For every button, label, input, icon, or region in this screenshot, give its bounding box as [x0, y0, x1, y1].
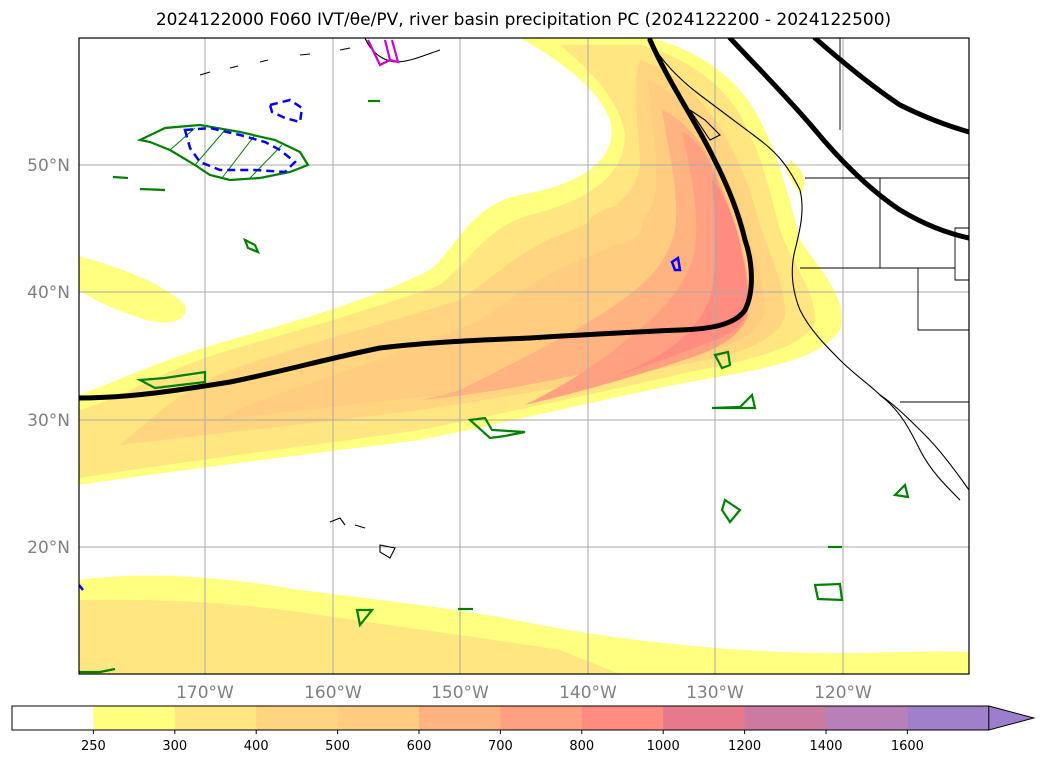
pv-contour-small-9 — [892, 482, 910, 499]
colorbar-tick-label: 1200 — [728, 739, 761, 754]
colorbar-tick-label: 500 — [325, 739, 350, 754]
chart-title: 2024122000 F060 IVT/θe/PV, river basin p… — [155, 10, 892, 30]
ivt-west-patch — [79, 256, 186, 323]
colorbar-segment-10 — [826, 706, 908, 730]
theta-e-contour-north — [727, 38, 969, 241]
ivt-coast-patch — [785, 160, 805, 195]
lon-label-150w: 150°W — [431, 683, 489, 703]
lon-label-120w: 120°W — [814, 683, 872, 703]
theta-e-contours — [79, 38, 969, 401]
pv-contour-small-5 — [711, 392, 757, 410]
aleutians — [199, 47, 351, 76]
colorbar-tick-label: 1400 — [809, 739, 842, 754]
pv-hatch — [169, 127, 283, 179]
pv-contour-aleutian — [136, 123, 310, 182]
lat-label-40n: 40°N — [27, 283, 70, 303]
blue-contours-solid — [79, 255, 682, 591]
lon-label-140w: 140°W — [559, 683, 617, 703]
lat-label-30n: 30°N — [27, 411, 70, 431]
colorbar-segment-6 — [500, 706, 583, 730]
colorbar-segment-3 — [256, 706, 339, 730]
colorbar-extend-arrow — [988, 705, 1036, 731]
pv-contour-small-2 — [136, 370, 207, 390]
lon-label-130w: 130°W — [686, 683, 744, 703]
ivt-ar-side — [583, 206, 643, 245]
colorbar-segment-0 — [12, 706, 94, 730]
pv-contour-dash-2 — [139, 187, 166, 192]
pv-contour-small-10 — [79, 667, 116, 674]
pv-contour-dash-1 — [112, 175, 129, 180]
neg-contour-north — [268, 98, 304, 124]
colorbar-segment-1 — [93, 706, 176, 730]
lat-label-50n: 50°N — [27, 156, 70, 176]
lat-label-20n: 20°N — [27, 538, 70, 558]
pv-contour-small-7 — [813, 582, 844, 602]
colorbar-segment-9 — [744, 706, 827, 730]
colorbar: 250 300 400 500 600 700 800 1000 1200 1400 1600 — [11, 705, 1036, 754]
colorbar-segment-2 — [174, 706, 257, 730]
colorbar-segment-11 — [907, 706, 990, 730]
colorbar-tick-label: 1600 — [891, 739, 924, 754]
colorbar-tick-label: 600 — [407, 739, 432, 754]
colorbar-tick-label: 800 — [569, 739, 594, 754]
baja-coast — [879, 394, 961, 501]
vancouver-island — [689, 109, 721, 141]
hawaii — [329, 517, 396, 559]
north-america-coast — [649, 39, 969, 491]
pv-contour-small-1 — [242, 237, 261, 255]
magenta-contours — [367, 39, 400, 67]
pv-contours — [79, 99, 910, 674]
pv-contour-small-3 — [467, 416, 526, 440]
negative-contours — [183, 98, 304, 174]
colorbar-tick-label: 400 — [244, 739, 269, 754]
lat-labels: 20°N 30°N 40°N 50°N — [27, 156, 70, 558]
theta-e-contour-main — [79, 38, 754, 401]
colorbar-segment-4 — [337, 706, 420, 730]
colorbar-segment-8 — [663, 706, 746, 730]
colorbar-tick-label: 700 — [488, 739, 513, 754]
colorbar-tick-label: 300 — [162, 739, 187, 754]
colorbar-segment-5 — [419, 706, 501, 730]
map-frame — [78, 37, 970, 675]
lon-label-160w: 160°W — [304, 683, 362, 703]
ivt-band-south-inner — [79, 599, 620, 674]
colorbar-tick-label: 1000 — [647, 739, 680, 754]
pv-contour-small-4 — [713, 350, 732, 370]
neg-contour-aleutian — [183, 126, 297, 174]
lon-labels: 170°W 160°W 150°W 140°W 130°W 120°W — [176, 683, 872, 703]
lon-label-170w: 170°W — [176, 683, 234, 703]
colorbar-segment-7 — [581, 706, 664, 730]
theta-e-contour-ne — [812, 38, 969, 135]
colorbar-tick-label: 250 — [81, 739, 106, 754]
pv-contour-small-8 — [355, 608, 375, 628]
pv-contour-small-6 — [720, 498, 742, 524]
